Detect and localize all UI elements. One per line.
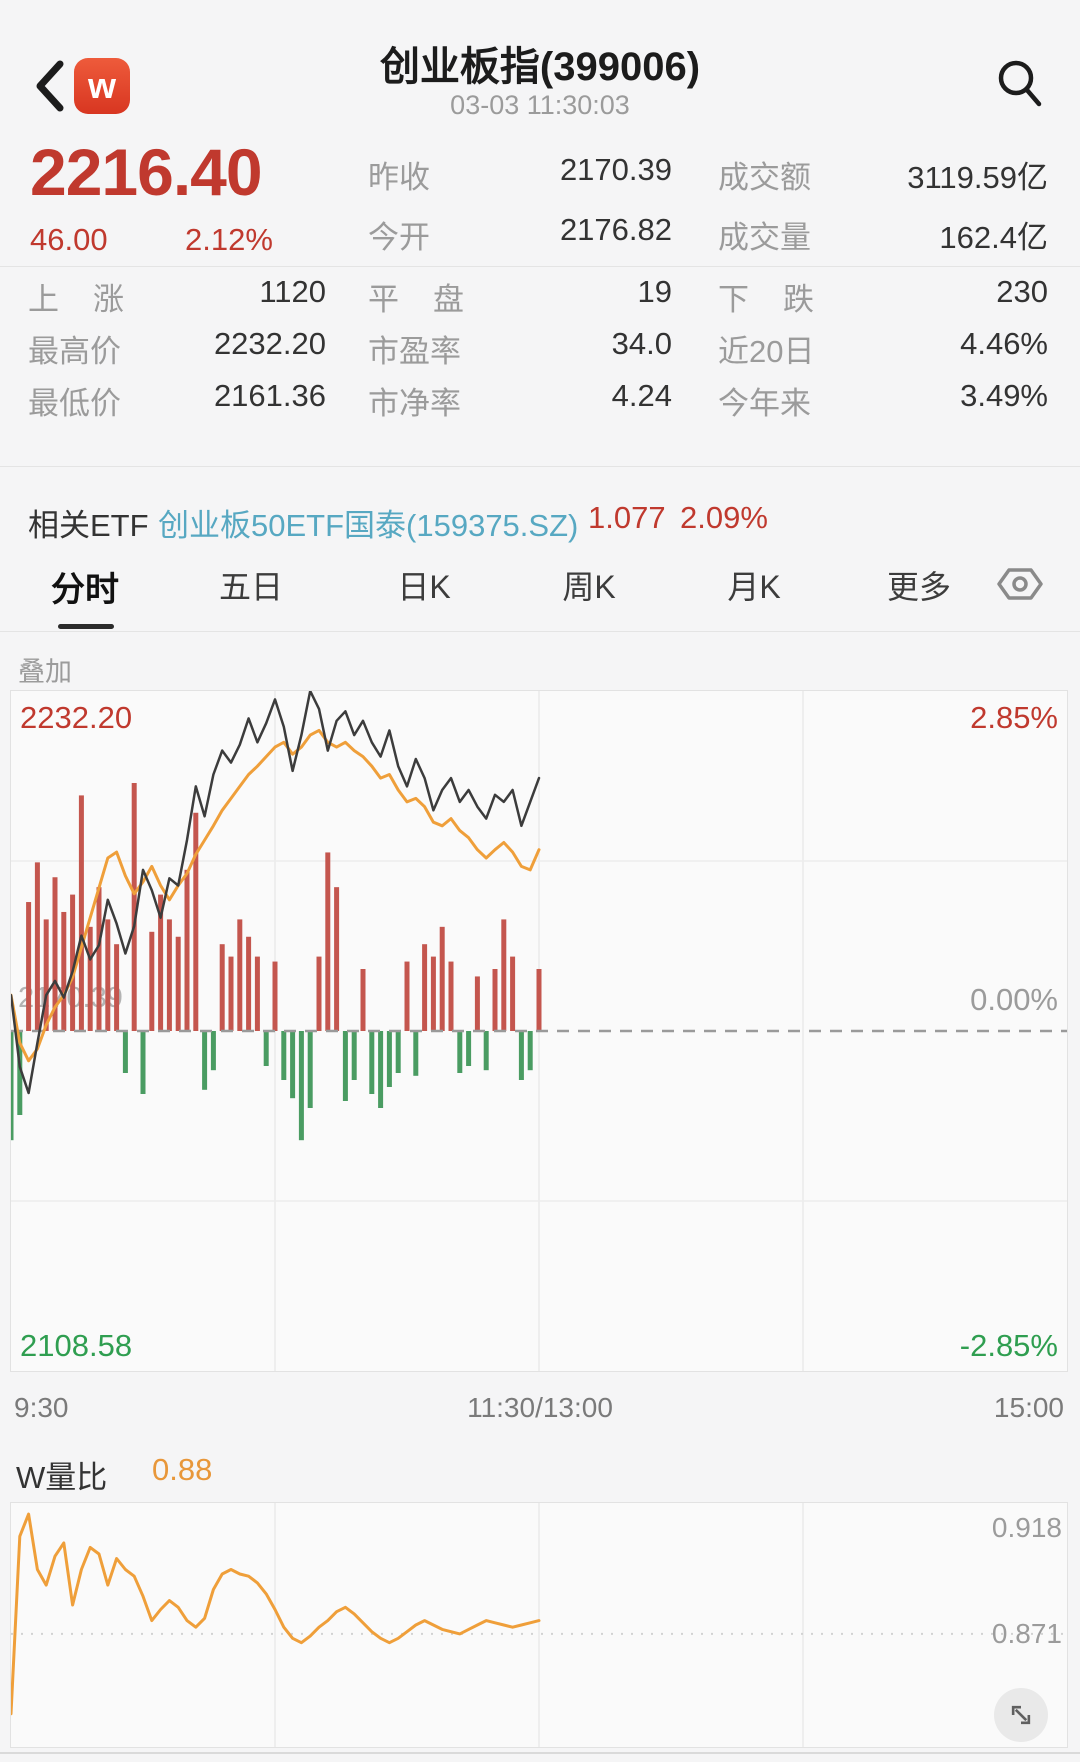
search-icon <box>998 60 1042 107</box>
app-logo-letter: w <box>87 65 116 106</box>
price-change-pct: 2.12% <box>185 222 273 257</box>
stat-label: 近20日 <box>718 334 815 369</box>
stat-value: 34.0 <box>611 326 672 361</box>
volume-ratio-chart[interactable] <box>10 1502 1068 1748</box>
section-divider <box>0 466 1080 467</box>
hexagon-gear-icon <box>997 568 1043 600</box>
tabs-divider <box>0 631 1080 632</box>
expand-chart-button[interactable] <box>994 1688 1048 1742</box>
stat-label: 上涨 <box>28 282 124 317</box>
tab-more[interactable]: 更多 <box>886 569 951 605</box>
stat-label: 市盈率 <box>368 334 461 369</box>
back-button[interactable] <box>28 56 72 116</box>
stat-value: 2170.39 <box>559 152 672 187</box>
x-label-midday: 11:30/13:00 <box>467 1392 613 1423</box>
tab-monthly-k[interactable]: 月K <box>727 569 781 605</box>
related-etf-change-pct: 2.09% <box>680 500 768 535</box>
price-change: 46.00 <box>30 222 108 257</box>
overlay-toggle[interactable]: 叠加 <box>18 657 72 687</box>
volume-ratio-label: W量比 <box>16 1460 108 1495</box>
stat-label: 今年来 <box>718 386 811 421</box>
stat-label: 最低价 <box>28 386 121 421</box>
tab-5day[interactable]: 五日 <box>218 569 283 605</box>
volume-ratio-canvas <box>11 1503 1067 1747</box>
stat-label: 昨收 <box>368 160 430 195</box>
bottom-divider <box>0 1752 1080 1754</box>
y-label-low-price: 2108.58 <box>20 1328 133 1363</box>
intraday-chart-canvas <box>11 691 1067 1371</box>
quote-timestamp: 03-03 11:30:03 <box>450 90 630 120</box>
y-label-zero-pct: 0.00% <box>970 982 1058 1017</box>
related-etf-link[interactable]: 创业板50ETF国泰(159375.SZ) <box>158 508 579 543</box>
tab-weekly-k[interactable]: 周K <box>562 569 616 605</box>
stat-value: 2232.20 <box>213 326 326 361</box>
stat-value: 3.49% <box>960 378 1048 413</box>
active-tab-underline <box>58 624 114 629</box>
volume-ratio-value: 0.88 <box>152 1452 213 1487</box>
x-label-close: 15:00 <box>993 1392 1064 1423</box>
stat-value: 2161.36 <box>213 378 326 413</box>
intraday-chart[interactable] <box>10 690 1068 1372</box>
stat-value: 2176.82 <box>559 212 672 247</box>
stat-label: 平盘 <box>368 282 464 317</box>
stat-value: 3119.59亿 <box>907 160 1048 195</box>
stat-label: 最高价 <box>28 334 121 369</box>
related-etf-price: 1.077 <box>588 500 666 535</box>
tab-daily-k[interactable]: 日K <box>397 569 451 605</box>
stat-value: 1120 <box>259 274 326 309</box>
ratio-tick-low: 0.871 <box>991 1618 1062 1649</box>
y-label-high-pct: 2.85% <box>970 700 1058 735</box>
tab-intraday[interactable]: 分时 <box>51 571 119 609</box>
y-label-high-price: 2232.20 <box>20 700 133 735</box>
stat-label: 成交量 <box>718 220 811 255</box>
chart-settings-button[interactable] <box>996 560 1044 608</box>
stat-value: 4.24 <box>611 378 672 413</box>
stat-label: 成交额 <box>718 160 811 195</box>
x-label-open: 9:30 <box>14 1392 69 1423</box>
chevron-left-icon <box>36 60 64 112</box>
page-title: 创业板指(399006) <box>379 45 701 89</box>
section-divider <box>0 266 1080 267</box>
stat-value: 162.4亿 <box>939 220 1048 255</box>
search-button[interactable] <box>992 56 1048 112</box>
app-logo[interactable]: w <box>74 58 130 114</box>
stat-value: 4.46% <box>960 326 1048 361</box>
expand-arrows-icon <box>1011 1705 1031 1725</box>
stat-label: 市净率 <box>368 386 461 421</box>
y-label-low-pct: -2.85% <box>959 1328 1058 1363</box>
ratio-tick-high: 0.918 <box>991 1512 1062 1543</box>
stat-value: 19 <box>637 274 672 309</box>
related-etf-label: 相关ETF <box>28 508 149 543</box>
stat-label: 下跌 <box>718 282 814 317</box>
stat-label: 今开 <box>368 220 430 255</box>
stat-value: 230 <box>996 274 1048 309</box>
last-price: 2216.40 <box>30 135 263 209</box>
